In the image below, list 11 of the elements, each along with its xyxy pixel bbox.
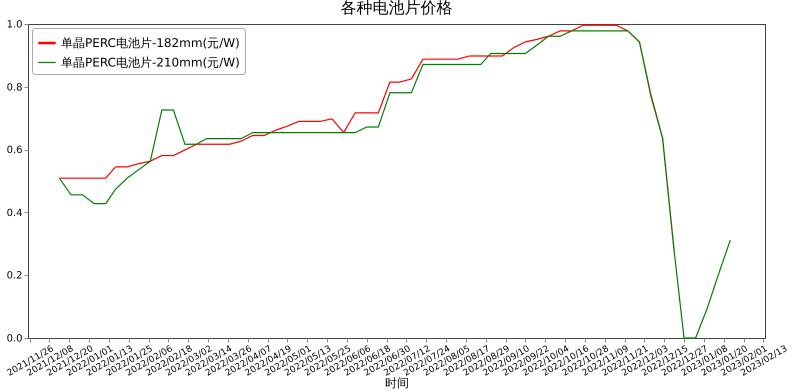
y-tick-label: 0.6 (6, 145, 22, 156)
y-tick-label: 0.0 (6, 334, 22, 344)
chart-title: 各种电池片价格 (340, 0, 452, 17)
legend-label: 单晶PERC电池片-182mm(元/W) (61, 36, 240, 50)
legend-label: 单晶PERC电池片-210mm(元/W) (61, 56, 240, 70)
line-series (58, 30, 731, 339)
x-axis-title: 时间 (385, 376, 409, 390)
y-tick-label: 0.2 (6, 270, 22, 282)
y-tick-label: 0.8 (6, 82, 22, 94)
y-tick-label: 0.4 (6, 208, 22, 219)
y-tick-label: 1.0 (6, 20, 22, 30)
